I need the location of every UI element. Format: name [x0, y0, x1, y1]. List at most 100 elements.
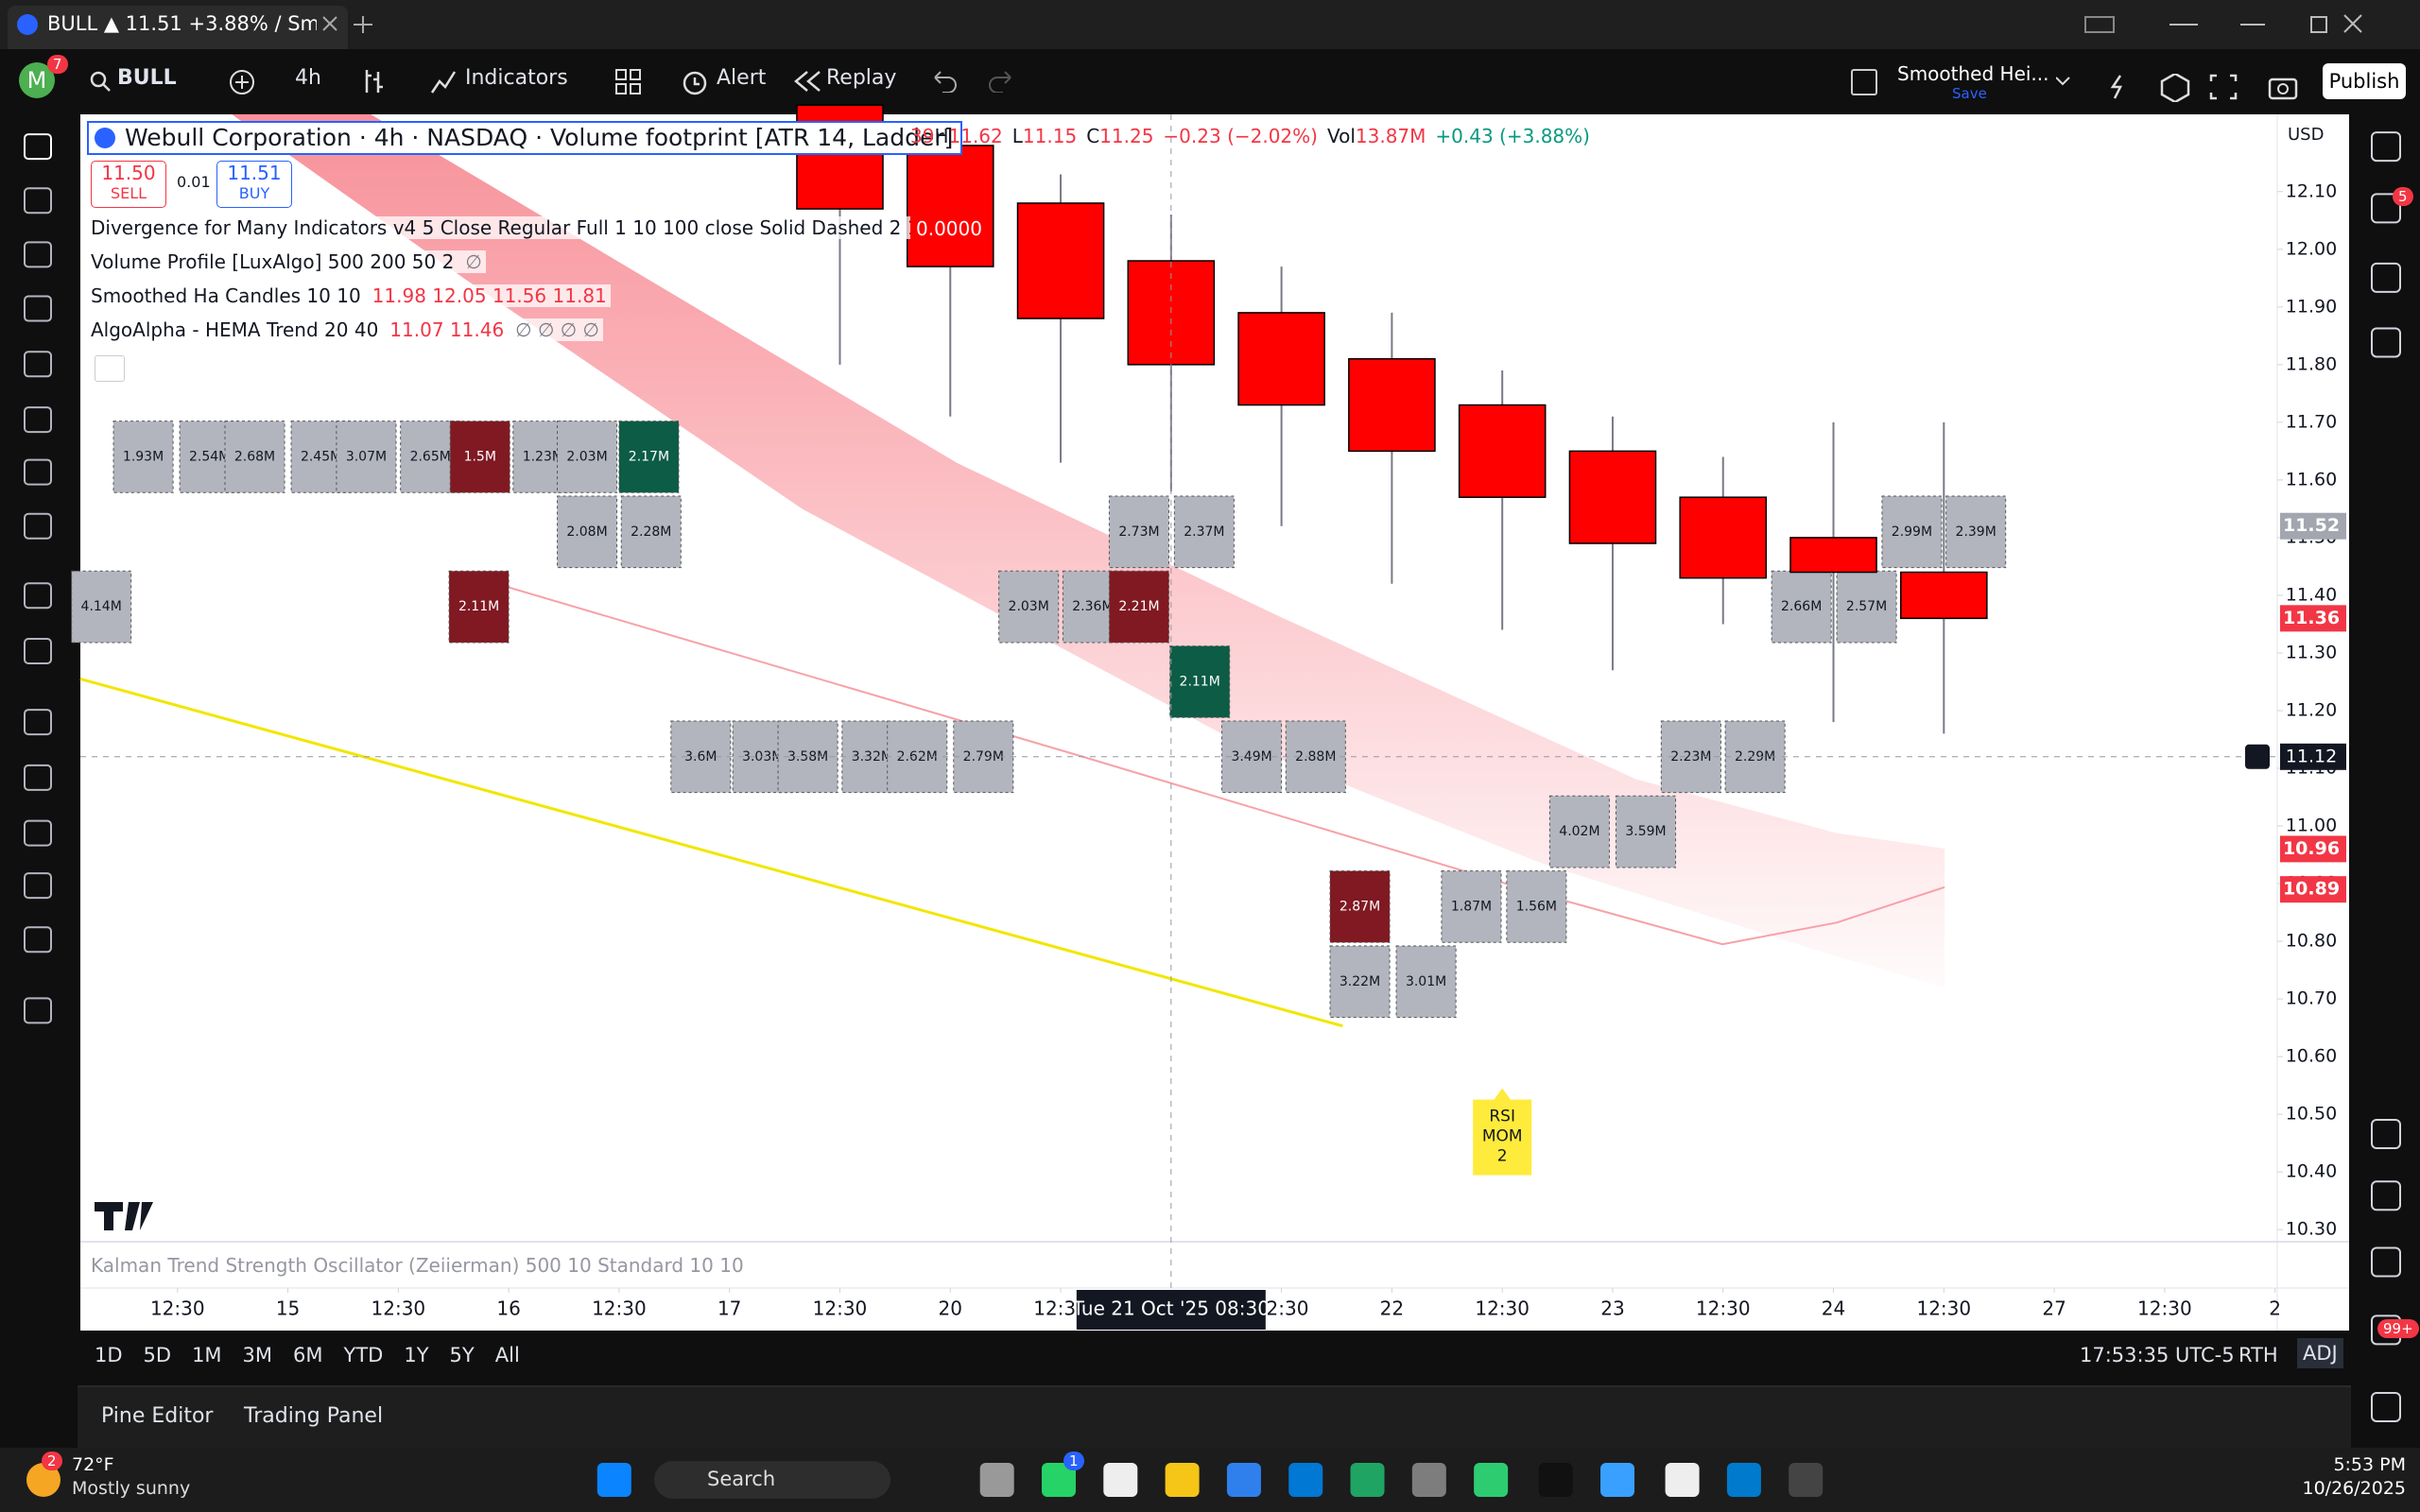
drawing-tools[interactable]: [0, 113, 78, 1058]
replay-button[interactable]: Replay: [826, 66, 897, 90]
taskbar-app[interactable]: [1042, 1463, 1076, 1497]
compare-button[interactable]: [228, 68, 256, 96]
alert-button[interactable]: Alert: [717, 66, 767, 90]
tool-icon[interactable]: [24, 512, 52, 540]
crosshair-add-button[interactable]: [2245, 744, 2270, 769]
taskbar-app[interactable]: [1474, 1463, 1509, 1497]
trading-panel-tab[interactable]: Trading Panel: [244, 1404, 384, 1428]
weather-temp: 72°F: [72, 1454, 114, 1475]
undo-redo[interactable]: [931, 70, 1016, 93]
tool-icon[interactable]: [24, 458, 52, 486]
range-button[interactable]: 1Y: [404, 1344, 429, 1366]
taskbar-app[interactable]: [1600, 1463, 1635, 1497]
legend-title[interactable]: Webull Corporation · 4h · NASDAQ · Volum…: [87, 121, 963, 155]
symbol-button[interactable]: BULL: [117, 66, 177, 90]
currency[interactable]: USD: [2288, 125, 2325, 145]
taskbar-app[interactable]: [596, 1463, 631, 1497]
layout-save[interactable]: Save: [1952, 85, 1987, 102]
sidebar-icon[interactable]: [2371, 131, 2401, 163]
range-button[interactable]: YTD: [343, 1344, 384, 1366]
layout-checkbox[interactable]: [1851, 69, 1877, 95]
tool-icon[interactable]: [24, 351, 52, 378]
templates-button[interactable]: [614, 68, 643, 96]
range-button[interactable]: 1M: [192, 1344, 222, 1366]
footprint-cell: [1548, 795, 1610, 868]
range-button[interactable]: 1D: [95, 1344, 123, 1366]
taskbar-app[interactable]: [1789, 1463, 1824, 1497]
browser-tab[interactable]: [8, 6, 348, 49]
tool-icon[interactable]: [24, 997, 52, 1024]
tool-icon[interactable]: [24, 709, 52, 736]
session[interactable]: RTH: [2238, 1344, 2278, 1366]
taskbar-app[interactable]: [1165, 1463, 1200, 1497]
taskbar-search[interactable]: [654, 1461, 890, 1499]
panel-bar: [78, 1385, 2351, 1450]
publish-button[interactable]: Publish: [2323, 63, 2406, 99]
notifications-badge: 99+: [2377, 1319, 2419, 1338]
footprint-label: 2.99M: [1892, 524, 1932, 540]
tool-icon[interactable]: [24, 295, 52, 322]
taskbar-app[interactable]: [1350, 1463, 1385, 1497]
tool-icon[interactable]: [24, 187, 52, 215]
y-tick-label: 10.30: [2286, 1219, 2337, 1240]
toolbar-right-icons[interactable]: [2056, 74, 2302, 102]
taskbar-apps[interactable]: [0, 1448, 2420, 1512]
range-button[interactable]: 5D: [143, 1344, 172, 1366]
annotation-text: RSI: [1489, 1108, 1515, 1126]
pine-editor-tab[interactable]: Pine Editor: [101, 1404, 214, 1428]
tool-icon[interactable]: [24, 582, 52, 610]
range-button[interactable]: 6M: [293, 1344, 323, 1366]
sidebar-icon[interactable]: [2371, 1391, 2401, 1422]
collapse-legend[interactable]: [95, 355, 125, 382]
adjust-button[interactable]: ADJ: [2297, 1338, 2343, 1368]
taskbar-app[interactable]: [979, 1463, 1014, 1497]
tool-icon[interactable]: [24, 637, 52, 664]
y-tick-label: 11.00: [2286, 816, 2337, 836]
annotation-box: [1473, 1099, 1532, 1176]
tool-icon[interactable]: [24, 764, 52, 791]
taskbar-app[interactable]: [1411, 1463, 1446, 1497]
ohlc-change: −0.23 (−2.02%): [1163, 125, 1318, 147]
search-icon[interactable]: [89, 70, 112, 93]
sell-button[interactable]: 11.50 SELL: [91, 161, 166, 208]
tool-icon[interactable]: [24, 872, 52, 900]
sidebar-icon[interactable]: [2371, 1180, 2401, 1211]
range-button[interactable]: All: [494, 1344, 520, 1366]
tool-icon[interactable]: [24, 133, 52, 161]
window-controls[interactable]: [2070, 11, 2411, 40]
annotation-text: 2: [1497, 1147, 1508, 1166]
taskbar-app[interactable]: [1103, 1463, 1138, 1497]
buy-button[interactable]: 11.51 BUY: [216, 161, 292, 208]
taskbar-app[interactable]: [1226, 1463, 1261, 1497]
indicators-button[interactable]: Indicators: [465, 66, 568, 90]
sidebar-icons[interactable]: [2351, 113, 2420, 1455]
sidebar-icon[interactable]: [2371, 262, 2401, 293]
x-tick-label: 12:30: [372, 1297, 426, 1320]
sidebar-icon[interactable]: [2371, 1246, 2401, 1278]
taskbar-app[interactable]: [1538, 1463, 1573, 1497]
price-marker-label: 11.52: [2283, 515, 2340, 536]
x-tick-label: 12:30: [813, 1297, 868, 1320]
candle-body: [906, 145, 994, 267]
taskbar-app[interactable]: [1665, 1463, 1700, 1497]
sidebar-icon[interactable]: [2371, 1119, 2401, 1149]
layout-name[interactable]: Smoothed Hei...: [1897, 62, 2049, 85]
taskbar-app[interactable]: [1726, 1463, 1761, 1497]
sidebar-icon[interactable]: [2371, 327, 2401, 358]
ohlc-h: 11.62: [948, 125, 1003, 147]
tool-icon[interactable]: [24, 926, 52, 954]
sidebar-icon[interactable]: [2371, 193, 2401, 224]
taskbar-app[interactable]: [1288, 1463, 1323, 1497]
range-button[interactable]: 5Y: [449, 1344, 475, 1366]
range-button[interactable]: 3M: [242, 1344, 273, 1366]
tool-icon[interactable]: [24, 241, 52, 268]
interval-button[interactable]: 4h: [295, 66, 321, 90]
chart-type-button[interactable]: [361, 68, 388, 94]
footprint-cell: [1441, 870, 1502, 943]
sell-price: 11.50: [101, 162, 156, 184]
tool-icon[interactable]: [24, 406, 52, 434]
ohlc-l: 11.15: [1022, 125, 1078, 147]
tool-icon[interactable]: [24, 819, 52, 847]
tab-controls[interactable]: [321, 15, 378, 34]
